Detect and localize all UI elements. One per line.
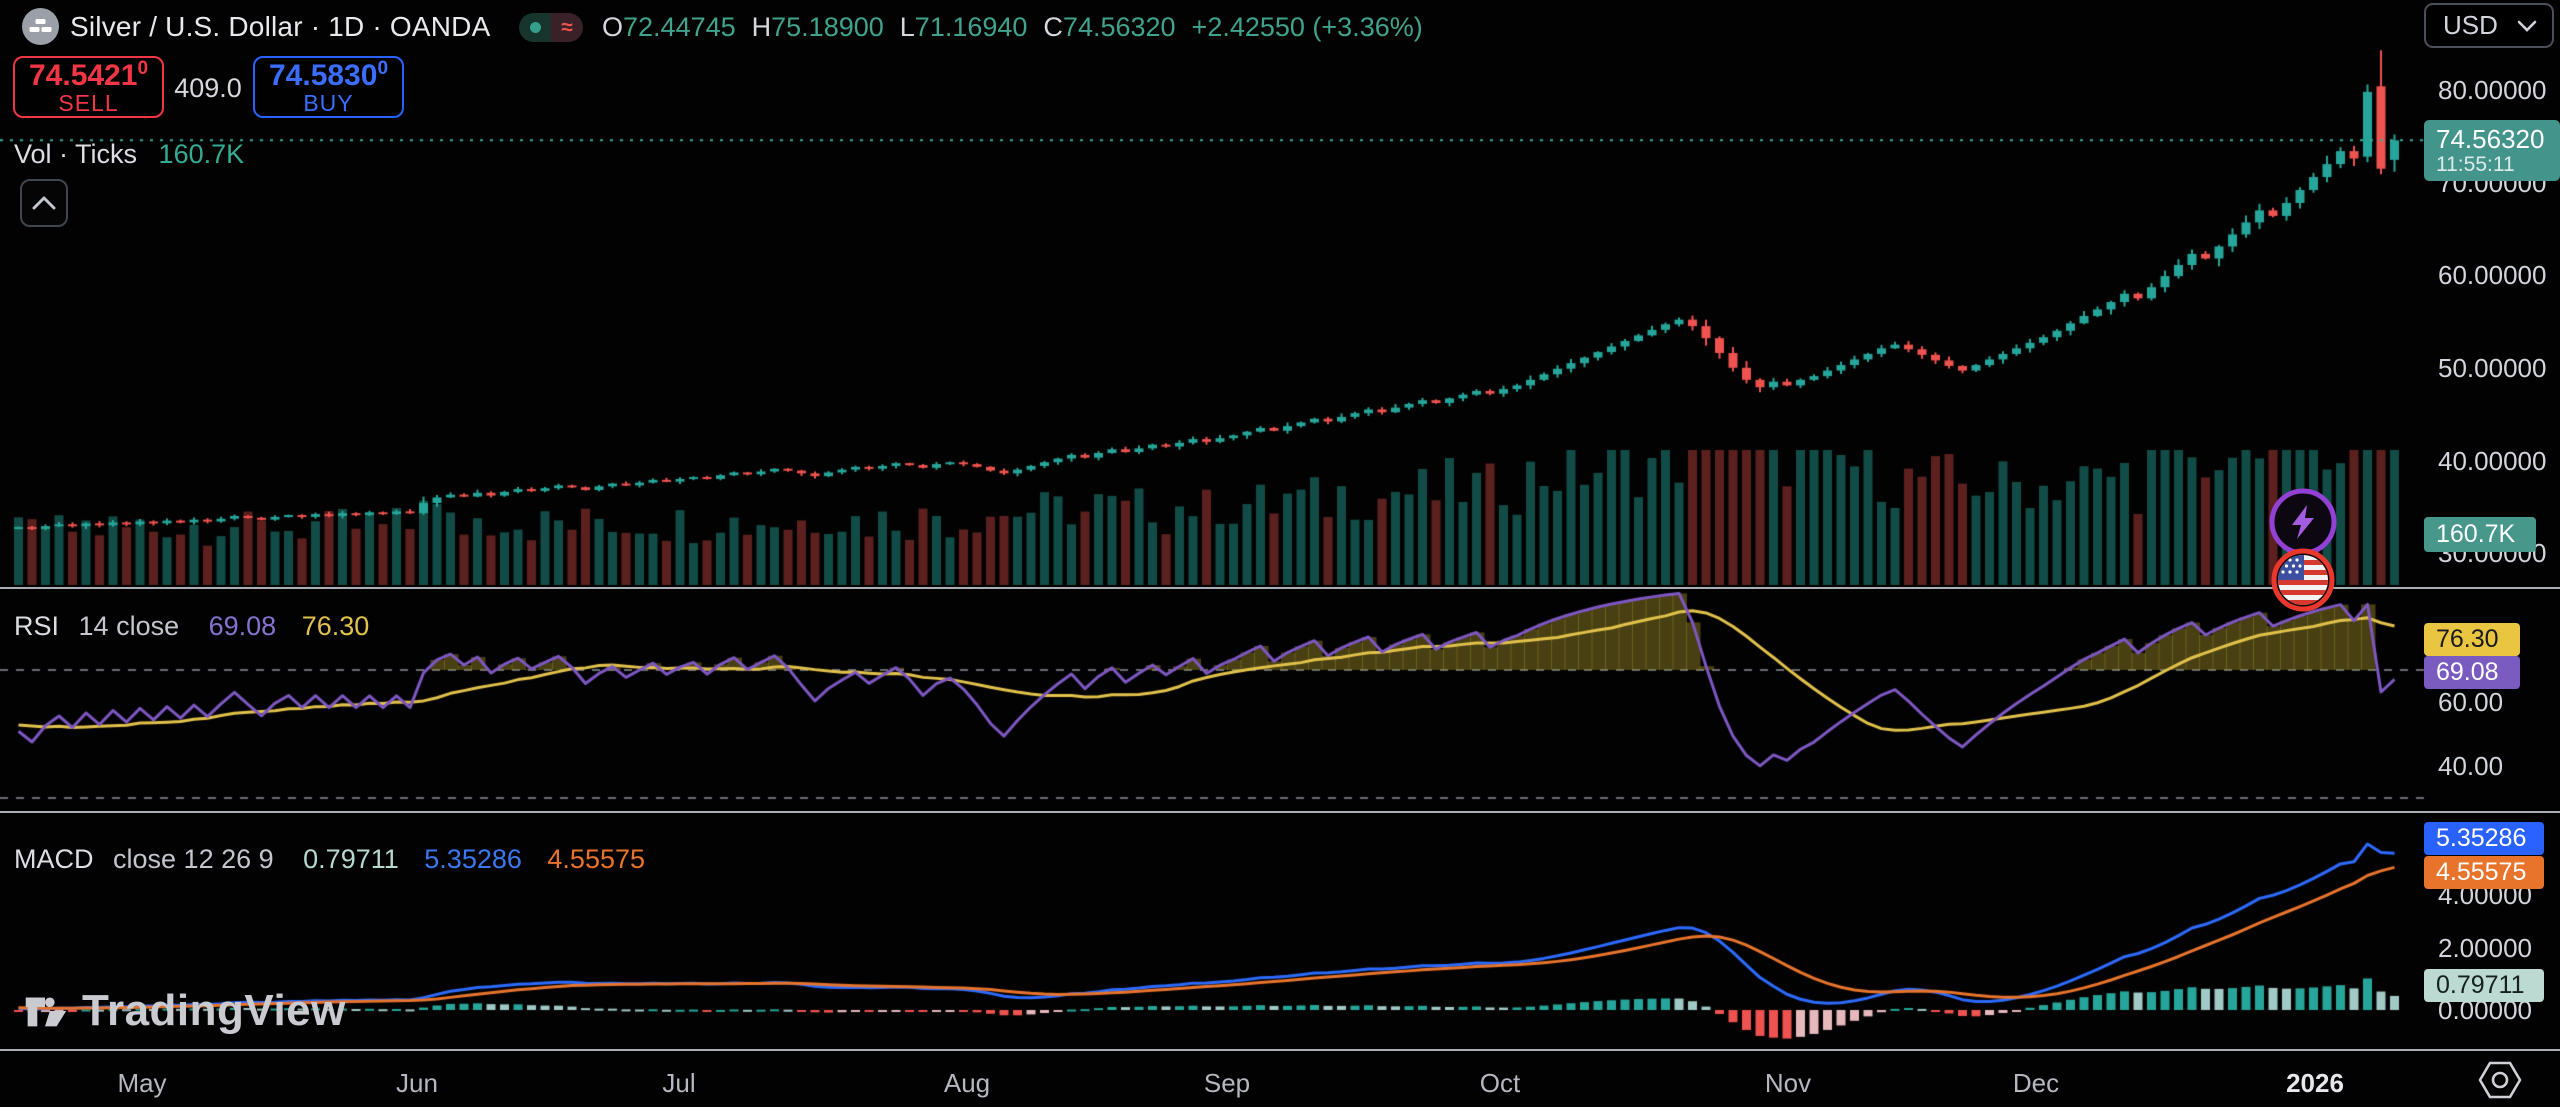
sell-label: SELL [58,90,119,117]
sell-price-sup: 0 [137,57,149,79]
current-price: 74.56320 [2436,123,2545,154]
volume-indicator-label[interactable]: Vol · Ticks 160.7K [14,139,244,170]
macd-signal-value: 4.55575 [547,844,646,874]
volume-value: 160.7K [158,139,245,169]
month-label: Jul [662,1068,696,1098]
tradingview-logo-icon [25,997,67,1027]
delayed-data-icon[interactable]: ≈ [551,13,583,42]
tradingview-watermark-text: TradingView [82,986,346,1035]
macd-indicator-label[interactable]: MACD close 12 26 9 0.79711 5.35286 4.555… [14,844,645,875]
rsi-params: 14 close [78,611,180,641]
axis-settings-icon[interactable] [2477,1059,2523,1101]
low-value: 71.16940 [914,12,1028,42]
month-label: Nov [1764,1068,1812,1098]
month-label: Jun [396,1068,438,1098]
open-value: 72.44745 [623,12,736,42]
chevron-up-icon [32,196,56,210]
rsi-ma-value: 76.30 [301,611,370,641]
rsi-value-badge: 69.08 [2424,656,2520,689]
month-label: Oct [1479,1068,1521,1098]
collapse-panel-button[interactable] [20,179,68,227]
buy-price-sup: 0 [377,57,389,79]
price-tick: 60.00000 [2438,260,2547,290]
change-value: +2.42550 (+3.36%) [1191,12,1423,42]
month-label: Sep [1203,1068,1251,1098]
low-label: L [899,12,915,42]
current-price-badge: 74.56320 11:55:11 [2424,120,2560,181]
high-label: H [751,12,772,42]
volume-badge: 160.7K [2424,517,2536,552]
us-economic-event-flag-icon[interactable] [2270,547,2336,613]
buy-price: 74.5830 [268,58,378,92]
macd-line-value: 5.35286 [424,844,522,874]
month-label: Dec [2012,1068,2060,1098]
year-label: 2026 [2286,1068,2344,1098]
macd-title: MACD [14,844,94,874]
instrument-logo-icon[interactable] [22,8,59,45]
rsi-value: 69.08 [208,611,277,641]
buy-label: BUY [303,90,354,117]
volume-label-text: Vol · Ticks [14,139,138,169]
price-tick: 80.00000 [2438,75,2547,105]
month-label: Aug [943,1068,991,1098]
close-value: 74.56320 [1062,12,1176,42]
sell-price: 74.5421 [28,58,138,92]
countdown-timer: 11:55:11 [2436,153,2515,177]
high-value: 75.18900 [771,12,884,42]
sell-button[interactable]: 74.54210 SELL [13,56,164,118]
close-label: C [1043,12,1063,42]
ohlc-readout: O72.44745 H75.18900 L71.16940 C74.56320 +2.4… [602,12,1423,43]
rsi-ma-badge: 76.30 [2424,623,2520,656]
symbol-status-pills: ≈ [519,13,583,42]
market-open-icon[interactable] [519,13,551,42]
rsi-tick: 60.00 [2438,687,2504,717]
macd-hist-value: 0.79711 [303,844,399,874]
open-label: O [602,12,624,42]
macd-hist-badge: 0.79711 [2424,969,2544,1002]
price-tick: 50.00000 [2438,353,2547,383]
price-tick: 40.00000 [2438,446,2547,476]
chevron-down-icon [2517,20,2537,32]
axis-separator [0,1049,2560,1051]
macd-tick: 2.00000 [2438,933,2532,963]
spread-value: 409.0 [174,73,242,103]
macd-signal-badge: 4.55575 [2424,856,2544,889]
rsi-tick: 40.00 [2438,751,2504,781]
time-axis[interactable]: May Jun Jul Aug Sep Oct Nov Dec 2026 [0,1051,2560,1107]
month-label: May [117,1068,167,1098]
pane-separator[interactable] [0,587,2560,589]
macd-params: close 12 26 9 [113,844,274,874]
currency-label: USD [2443,10,2498,40]
rsi-title: RSI [14,611,60,641]
currency-dropdown[interactable]: USD [2424,3,2554,48]
symbol-title[interactable]: Silver / U.S. Dollar · 1D · OANDA [70,11,491,42]
buy-button[interactable]: 74.58300 BUY [253,56,404,118]
pane-separator[interactable] [0,811,2560,813]
rsi-indicator-label[interactable]: RSI 14 close 69.08 76.30 [14,611,369,642]
macd-line-badge: 5.35286 [2424,822,2544,855]
tradingview-watermark[interactable]: TradingView [18,984,346,1038]
